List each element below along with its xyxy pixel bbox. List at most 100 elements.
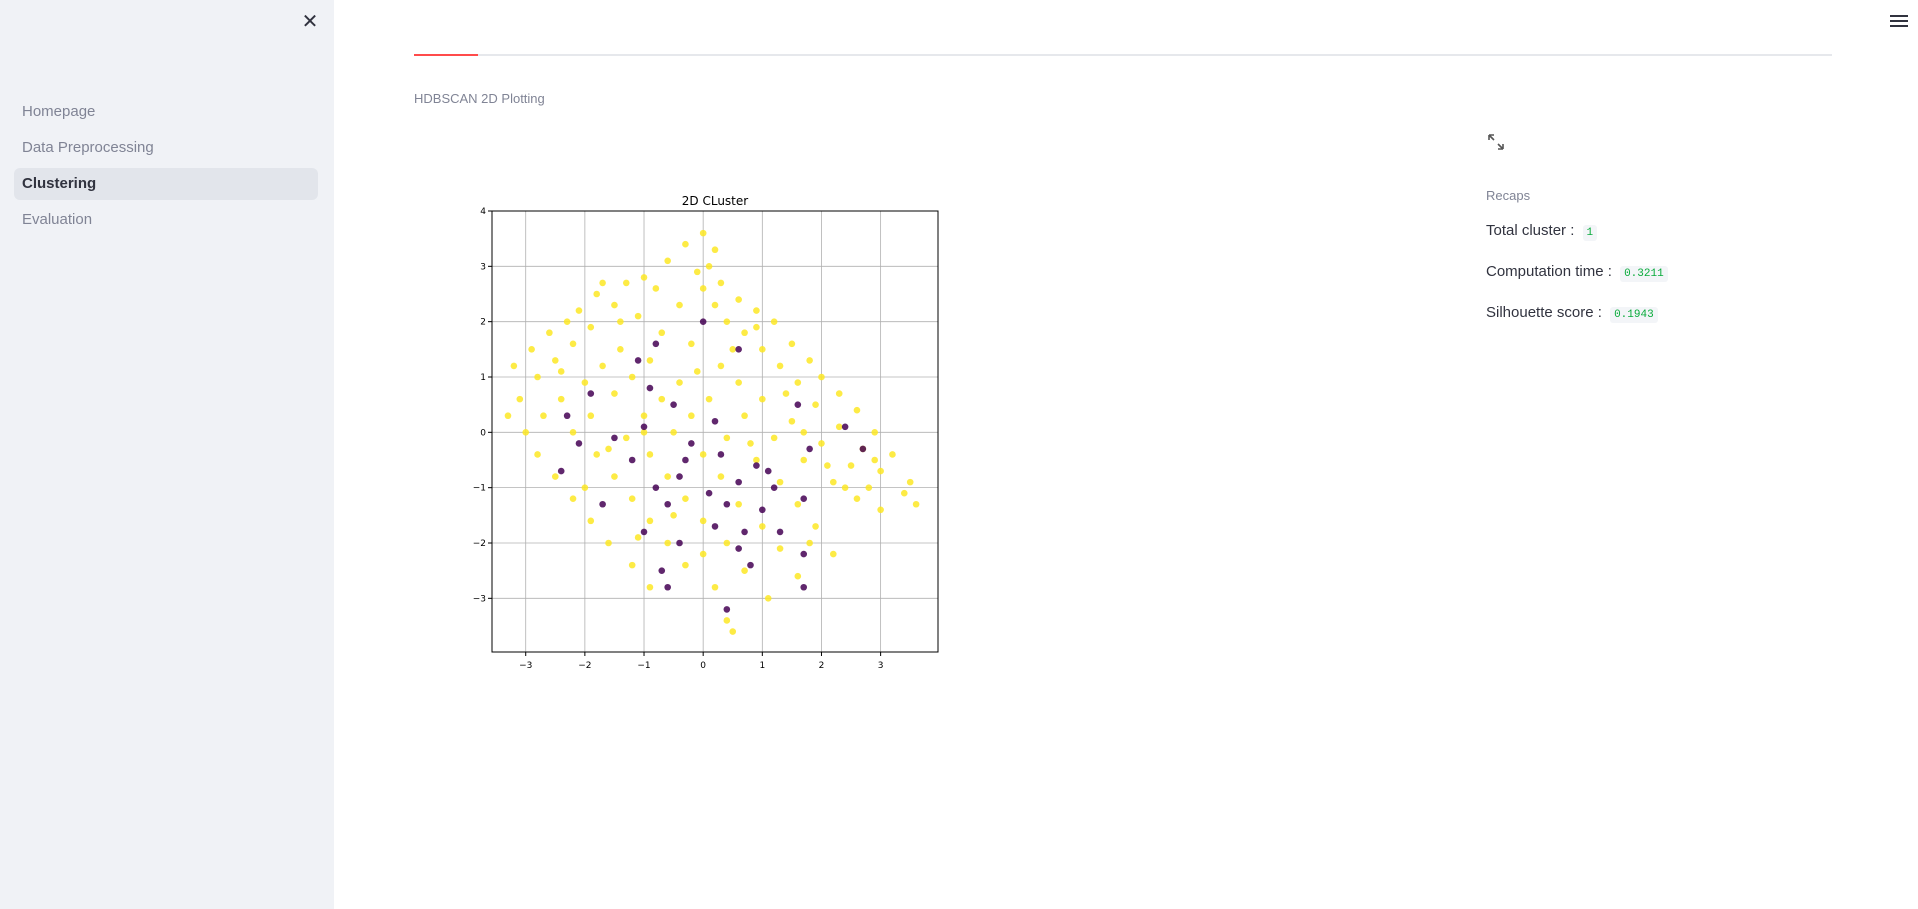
- data-point: [794, 572, 802, 580]
- data-point: [735, 346, 742, 353]
- data-point: [664, 583, 671, 591]
- expand-icon[interactable]: [1487, 133, 1505, 151]
- data-point: [800, 550, 808, 558]
- data-point: [676, 379, 683, 386]
- data-point: [563, 318, 571, 325]
- data-point: [504, 412, 512, 420]
- sidebar-item-homepage[interactable]: Homepage: [22, 103, 96, 120]
- chart-frame: [491, 210, 939, 653]
- data-point: [705, 395, 713, 403]
- data-point: [640, 528, 648, 536]
- sidebar-item-data-preprocessing[interactable]: Data Preprocessing: [22, 139, 154, 156]
- data-point: [871, 429, 879, 436]
- data-point: [853, 495, 861, 503]
- total-cluster-row: Total cluster : 1: [1486, 221, 1886, 241]
- computation-time-label: Computation time :: [1486, 263, 1612, 280]
- data-point: [593, 451, 600, 458]
- data-point: [569, 429, 577, 436]
- total-cluster-label: Total cluster :: [1486, 222, 1575, 239]
- data-point: [628, 373, 636, 381]
- close-icon[interactable]: ✕: [301, 11, 319, 33]
- data-point: [628, 456, 636, 464]
- data-point: [688, 412, 695, 420]
- data-point: [735, 478, 742, 486]
- total-cluster-value: 1: [1582, 225, 1598, 241]
- data-point: [705, 263, 713, 270]
- data-point: [753, 456, 760, 464]
- data-point: [741, 412, 748, 420]
- data-point: [646, 583, 654, 591]
- data-point: [699, 285, 707, 292]
- data-point: [788, 417, 796, 425]
- data-point: [723, 434, 731, 442]
- data-point: [599, 362, 606, 370]
- data-point: [812, 523, 819, 530]
- data-point: [800, 583, 808, 591]
- data-point: [723, 617, 731, 624]
- data-point: [658, 329, 666, 337]
- data-point: [534, 451, 541, 458]
- chart-grid: [492, 210, 938, 652]
- x-tick-label: −3: [519, 661, 532, 671]
- data-point: [646, 384, 654, 392]
- data-point: [806, 445, 813, 453]
- data-point: [646, 517, 654, 525]
- x-tick-label: 0: [700, 661, 706, 671]
- x-tick-label: −2: [578, 661, 591, 671]
- data-point: [717, 451, 725, 458]
- data-point: [652, 340, 660, 348]
- data-point: [735, 379, 742, 386]
- main-content: HDBSCAN 2D Plotting 2D CLuster −3 −2 −1 0 1 2…: [334, 0, 1918, 909]
- data-point: [605, 445, 612, 453]
- data-point: [634, 534, 642, 541]
- data-point: [699, 550, 707, 558]
- data-point: [605, 539, 612, 547]
- data-point: [699, 517, 707, 525]
- data-point: [741, 567, 748, 574]
- data-point: [611, 473, 618, 480]
- chart-ticks: −3 −2 −1 0 1 2 3 −3 −2 −1 0 1 2 3 4: [473, 207, 884, 671]
- data-point: [622, 434, 630, 442]
- data-point: [664, 539, 671, 547]
- silhouette-score-value: 0.1943: [1610, 307, 1658, 323]
- data-point: [711, 523, 719, 530]
- data-point: [676, 301, 683, 309]
- y-tick-label: −2: [473, 539, 486, 549]
- data-point: [753, 323, 760, 331]
- data-point: [741, 329, 748, 337]
- data-point: [759, 346, 766, 353]
- data-point: [534, 373, 541, 381]
- data-point: [830, 550, 837, 558]
- tab-bar: [414, 54, 1832, 56]
- data-point: [510, 362, 518, 370]
- y-tick-label: 1: [480, 373, 486, 383]
- data-point: [676, 473, 683, 480]
- section-label: HDBSCAN 2D Plotting: [414, 91, 545, 106]
- data-point: [682, 561, 689, 569]
- data-point: [693, 268, 701, 276]
- data-point: [877, 467, 884, 475]
- data-point: [699, 318, 707, 325]
- silhouette-score-row: Silhouette score : 0.1943: [1486, 303, 1886, 323]
- sidebar-item-evaluation[interactable]: Evaluation: [22, 211, 93, 228]
- data-point: [634, 357, 642, 364]
- data-point: [646, 451, 654, 458]
- data-point: [640, 412, 648, 420]
- data-point: [617, 346, 624, 353]
- data-point: [759, 395, 766, 403]
- data-point: [670, 401, 677, 408]
- hamburger-menu-icon[interactable]: [1890, 12, 1908, 30]
- data-point: [806, 539, 813, 547]
- data-point: [835, 423, 843, 431]
- data-point: [682, 240, 689, 248]
- data-point: [900, 489, 908, 497]
- data-point: [800, 495, 808, 503]
- data-point: [770, 434, 778, 442]
- data-point: [628, 495, 636, 503]
- data-point: [587, 412, 595, 420]
- data-point: [782, 390, 790, 397]
- data-point: [729, 346, 737, 353]
- data-point: [912, 500, 920, 508]
- tab-active-indicator[interactable]: [414, 54, 478, 56]
- sidebar-item-clustering[interactable]: Clustering: [14, 168, 318, 200]
